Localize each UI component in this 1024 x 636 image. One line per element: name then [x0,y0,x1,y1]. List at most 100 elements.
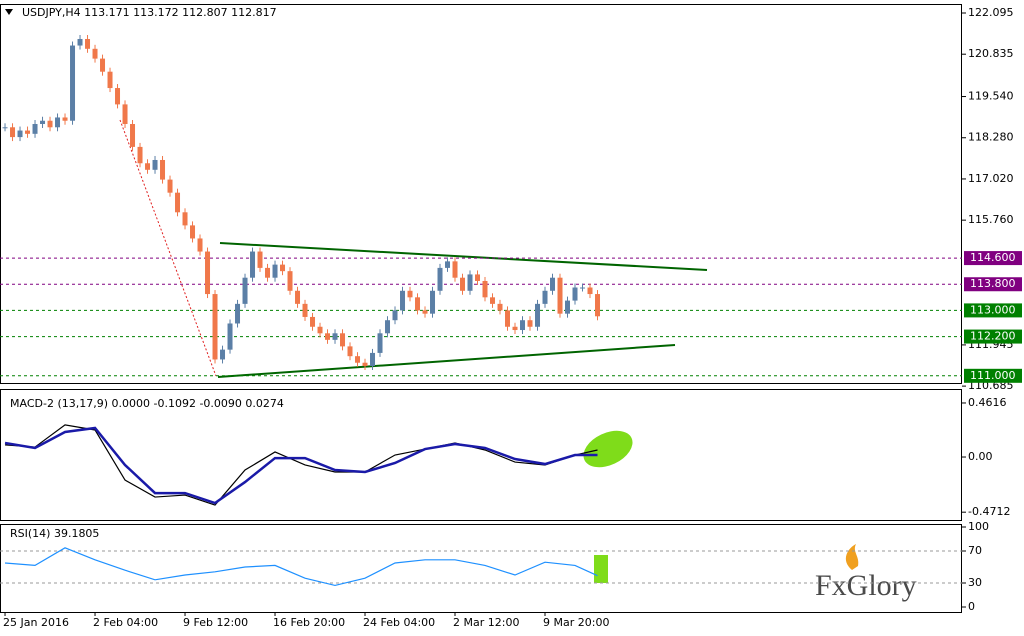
y-tick-label: 0.00 [968,450,993,463]
candle-body [92,48,98,59]
candle-body [77,38,83,46]
y-tick-label: 30 [968,576,982,589]
candle-body [227,323,233,350]
candle-body [317,326,323,334]
menu-arrow [5,9,13,15]
candle-body [595,294,601,317]
series-line [4,547,598,587]
candle-body [557,277,563,314]
candle-body [460,277,466,291]
candle-body [182,212,188,226]
candle-body [250,251,256,278]
candle-body [475,274,481,281]
x-tick-label: 16 Feb 20:00 [273,616,345,629]
x-tick-label: 25 Jan 2016 [3,616,69,629]
candle-body [550,277,556,291]
candle-body [392,310,398,321]
candle-body [160,159,166,180]
candle-body [587,287,593,295]
candle-body [527,320,533,327]
y-tick-label: 70 [968,544,982,557]
candle-body [295,290,301,304]
candle-body [407,290,413,298]
candle-body [467,274,473,291]
level-label: 113.000 [970,303,1016,316]
rsi-title: RSI(14) 39.1805 [10,527,99,540]
y-tick-label: 122.095 [968,6,1014,19]
candle-body [302,303,308,317]
series-line [4,424,598,506]
x-tick-label: 2 Feb 04:00 [93,616,158,629]
candle-body [220,349,226,360]
macd-panel [0,389,962,521]
candle-body [497,303,503,311]
candle-body [205,251,211,295]
candle-body [347,346,353,357]
logo-flame [845,544,859,570]
candle-body [542,290,548,304]
level-label: 111.000 [970,369,1016,382]
y-tick-label: 119.540 [968,90,1014,103]
series-line [4,426,598,505]
candle-body [400,290,406,311]
y-tick-label: 0 [968,600,975,613]
level-label-box [964,329,1022,344]
y-tick-label: 117.020 [968,172,1014,185]
level-label-box [964,251,1022,266]
candle-body [40,120,46,125]
candle-body [565,300,571,314]
candle-body [137,146,143,164]
candle-body [130,124,136,147]
candle-body [272,264,278,278]
candle-body [490,297,496,304]
candle-body [107,71,113,89]
y-tick-label: 120.835 [968,47,1014,60]
candle-body [212,294,218,360]
highlight [594,555,608,583]
candle-body [17,130,23,138]
candle-body [437,267,443,291]
candle-body [47,120,53,128]
candle-body [580,287,586,289]
candle-body [430,290,436,314]
x-tick-label: 2 Mar 12:00 [453,616,519,629]
candle-body [55,117,61,128]
candle-body [122,104,128,125]
candle-body [85,38,91,49]
candle-body [505,310,511,327]
candle-body [370,352,376,366]
level-label-box [964,277,1022,292]
candle-body [100,58,106,72]
candle-body [197,238,203,252]
candle-body [145,163,151,170]
x-tick-label: 9 Feb 12:00 [183,616,248,629]
candle-body [235,303,241,324]
candle-body [190,225,196,239]
candle-body [152,159,158,170]
x-tick-label: 24 Feb 04:00 [363,616,435,629]
trend-line [119,119,217,377]
candle-body [535,303,541,327]
candle-body [25,130,31,134]
candle-body [257,251,263,268]
candle-body [445,261,451,268]
y-tick-label: 0.4616 [968,396,1007,409]
candle-body [325,333,331,340]
candle-body [415,297,421,311]
level-label: 113.800 [970,277,1016,290]
logo: FxGlory [815,569,917,602]
candle-body [452,261,458,278]
rsi-panel [0,524,962,613]
candle-body [572,287,578,301]
candle-body [242,277,248,304]
candle-body [287,271,293,291]
candle-body [10,127,16,138]
candle-body [2,127,8,129]
y-tick-label: 118.280 [968,131,1014,144]
candle-body [175,192,181,213]
candle-body [280,264,286,272]
y-tick-label: 115.760 [968,213,1014,226]
level-label-box [964,303,1022,318]
candle-body [115,88,121,105]
